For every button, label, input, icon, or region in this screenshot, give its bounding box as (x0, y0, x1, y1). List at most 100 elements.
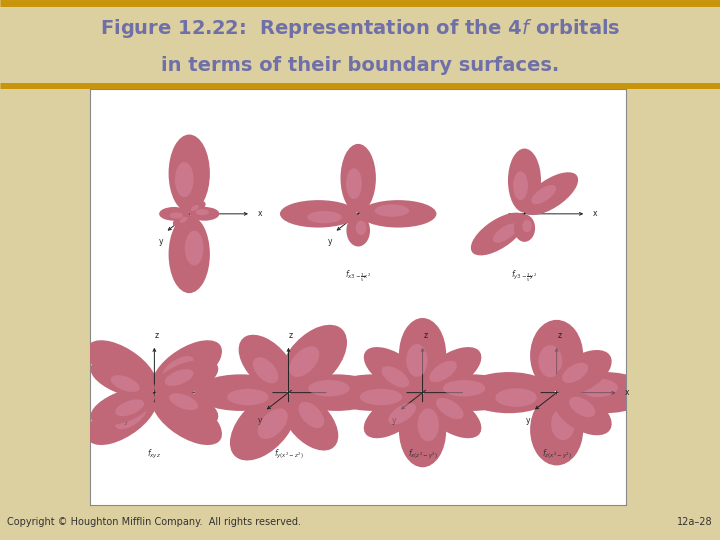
Text: $f_{y(x^2-z^2)}$: $f_{y(x^2-z^2)}$ (274, 448, 303, 461)
Text: x: x (356, 388, 361, 397)
Ellipse shape (185, 231, 204, 266)
Text: y: y (526, 416, 531, 425)
Ellipse shape (194, 374, 287, 411)
Ellipse shape (189, 201, 206, 214)
Text: z: z (525, 152, 529, 161)
Text: y: y (328, 238, 332, 246)
Ellipse shape (346, 214, 370, 246)
Ellipse shape (154, 388, 218, 426)
Text: x: x (257, 210, 262, 218)
Ellipse shape (577, 379, 618, 397)
Text: $f_{xyz}$: $f_{xyz}$ (148, 448, 161, 461)
Ellipse shape (289, 346, 319, 377)
Ellipse shape (514, 214, 535, 242)
Ellipse shape (570, 397, 595, 417)
Ellipse shape (308, 380, 350, 396)
Ellipse shape (522, 220, 532, 232)
Text: y: y (392, 416, 397, 425)
Ellipse shape (562, 363, 588, 383)
Ellipse shape (173, 213, 190, 227)
Text: z: z (557, 331, 562, 340)
Text: z: z (190, 152, 194, 161)
Ellipse shape (530, 394, 583, 465)
Ellipse shape (175, 162, 194, 197)
Ellipse shape (429, 361, 456, 382)
Ellipse shape (492, 224, 518, 242)
Text: y: y (158, 238, 163, 246)
Ellipse shape (258, 408, 288, 439)
Ellipse shape (152, 390, 222, 445)
Ellipse shape (168, 134, 210, 212)
Ellipse shape (282, 393, 338, 450)
Ellipse shape (86, 340, 157, 395)
Text: y: y (124, 416, 128, 425)
Ellipse shape (159, 207, 189, 221)
Ellipse shape (530, 320, 583, 391)
Text: x: x (222, 388, 227, 397)
Ellipse shape (551, 408, 575, 440)
Ellipse shape (154, 360, 218, 397)
Ellipse shape (374, 204, 409, 217)
Ellipse shape (508, 148, 541, 213)
Ellipse shape (230, 393, 297, 461)
Ellipse shape (326, 374, 420, 411)
Text: z: z (423, 331, 427, 340)
Ellipse shape (559, 372, 651, 413)
Ellipse shape (364, 347, 425, 395)
Text: y: y (494, 238, 498, 246)
Ellipse shape (165, 369, 194, 386)
Text: $f_{z3-\frac{3}{4}z^2}$: $f_{z3-\frac{3}{4}z^2}$ (176, 269, 202, 284)
Text: in terms of their boundary surfaces.: in terms of their boundary surfaces. (161, 57, 559, 76)
Text: $f_{x(z^2-y^2)}$: $f_{x(z^2-y^2)}$ (408, 448, 438, 461)
Ellipse shape (360, 389, 402, 405)
Text: z: z (359, 152, 363, 161)
Ellipse shape (299, 402, 324, 428)
Ellipse shape (196, 209, 209, 215)
Ellipse shape (531, 185, 556, 204)
Text: $f_{z(x^2-y^2)}$: $f_{z(x^2-y^2)}$ (541, 448, 572, 461)
Text: y: y (258, 416, 262, 425)
Ellipse shape (495, 388, 537, 407)
Ellipse shape (307, 211, 342, 224)
Ellipse shape (191, 205, 199, 211)
Text: z: z (289, 331, 293, 340)
Ellipse shape (539, 345, 562, 377)
Ellipse shape (290, 374, 382, 411)
Ellipse shape (238, 335, 295, 393)
Text: $f_{x3-\frac{3}{5}x^2}$: $f_{x3-\frac{3}{5}x^2}$ (345, 269, 372, 284)
Ellipse shape (91, 388, 155, 426)
Ellipse shape (420, 391, 482, 438)
Ellipse shape (436, 398, 464, 419)
Ellipse shape (360, 200, 436, 227)
Ellipse shape (115, 404, 146, 429)
Ellipse shape (513, 171, 528, 200)
Ellipse shape (280, 325, 347, 393)
Ellipse shape (399, 318, 446, 391)
Ellipse shape (425, 374, 519, 411)
Text: Figure 12.22:  Representation of the 4$f$ orbitals: Figure 12.22: Representation of the 4$f$… (100, 17, 620, 40)
Ellipse shape (418, 408, 439, 441)
Ellipse shape (364, 391, 425, 438)
Ellipse shape (406, 344, 428, 377)
Ellipse shape (554, 390, 612, 435)
Ellipse shape (228, 389, 269, 405)
Text: x: x (593, 210, 597, 218)
Text: x: x (491, 388, 495, 397)
Ellipse shape (86, 390, 157, 445)
Ellipse shape (463, 372, 555, 413)
Text: Copyright © Houghton Mifflin Company.  All rights reserved.: Copyright © Houghton Mifflin Company. Al… (7, 517, 301, 528)
Ellipse shape (471, 213, 526, 255)
Ellipse shape (170, 399, 202, 423)
Ellipse shape (107, 362, 139, 387)
Ellipse shape (399, 394, 446, 467)
Ellipse shape (168, 215, 210, 293)
Ellipse shape (253, 357, 279, 383)
Ellipse shape (111, 375, 140, 392)
Ellipse shape (169, 393, 198, 410)
Text: 12a–28: 12a–28 (678, 517, 713, 528)
Text: z: z (155, 331, 159, 340)
Ellipse shape (91, 360, 155, 397)
Ellipse shape (443, 380, 485, 396)
Ellipse shape (170, 212, 183, 219)
Ellipse shape (280, 200, 356, 227)
